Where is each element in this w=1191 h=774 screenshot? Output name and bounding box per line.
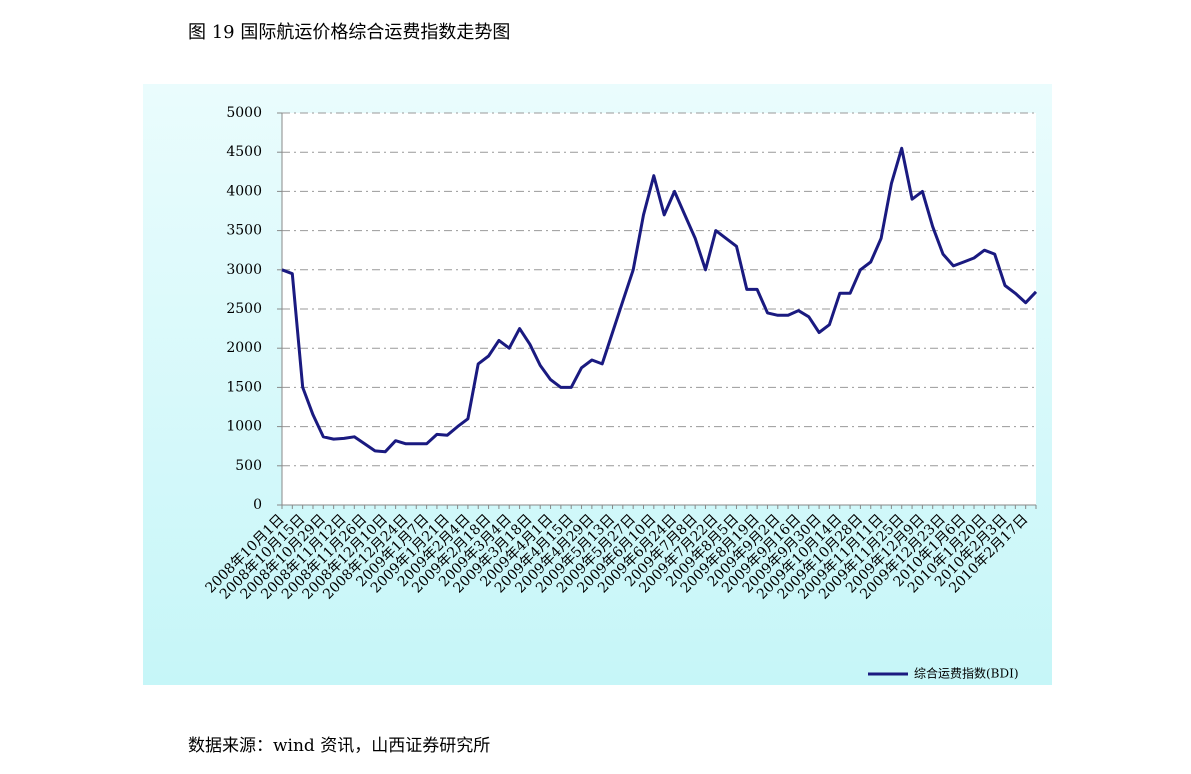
y-tick-label: 2500 xyxy=(226,301,262,317)
y-tick-label: 3500 xyxy=(226,223,262,239)
y-tick-label: 500 xyxy=(235,458,262,474)
source-note: 数据来源：wind 资讯，山西证券研究所 xyxy=(188,736,490,756)
y-tick-label: 4500 xyxy=(226,144,262,160)
y-tick-label: 3000 xyxy=(226,262,262,278)
legend-label: 综合运费指数(BDI) xyxy=(914,666,1019,681)
y-tick-label: 1500 xyxy=(226,379,262,395)
y-tick-label: 5000 xyxy=(226,105,262,121)
chart-title: 图 19 国际航运价格综合运费指数走势图 xyxy=(188,22,510,43)
y-tick-label: 2000 xyxy=(226,340,262,356)
y-tick-label: 0 xyxy=(253,497,262,513)
plot-area xyxy=(282,113,1036,505)
data-line xyxy=(281,146,1038,454)
y-tick-label: 1000 xyxy=(226,419,262,435)
y-tick-label: 4000 xyxy=(226,183,262,199)
